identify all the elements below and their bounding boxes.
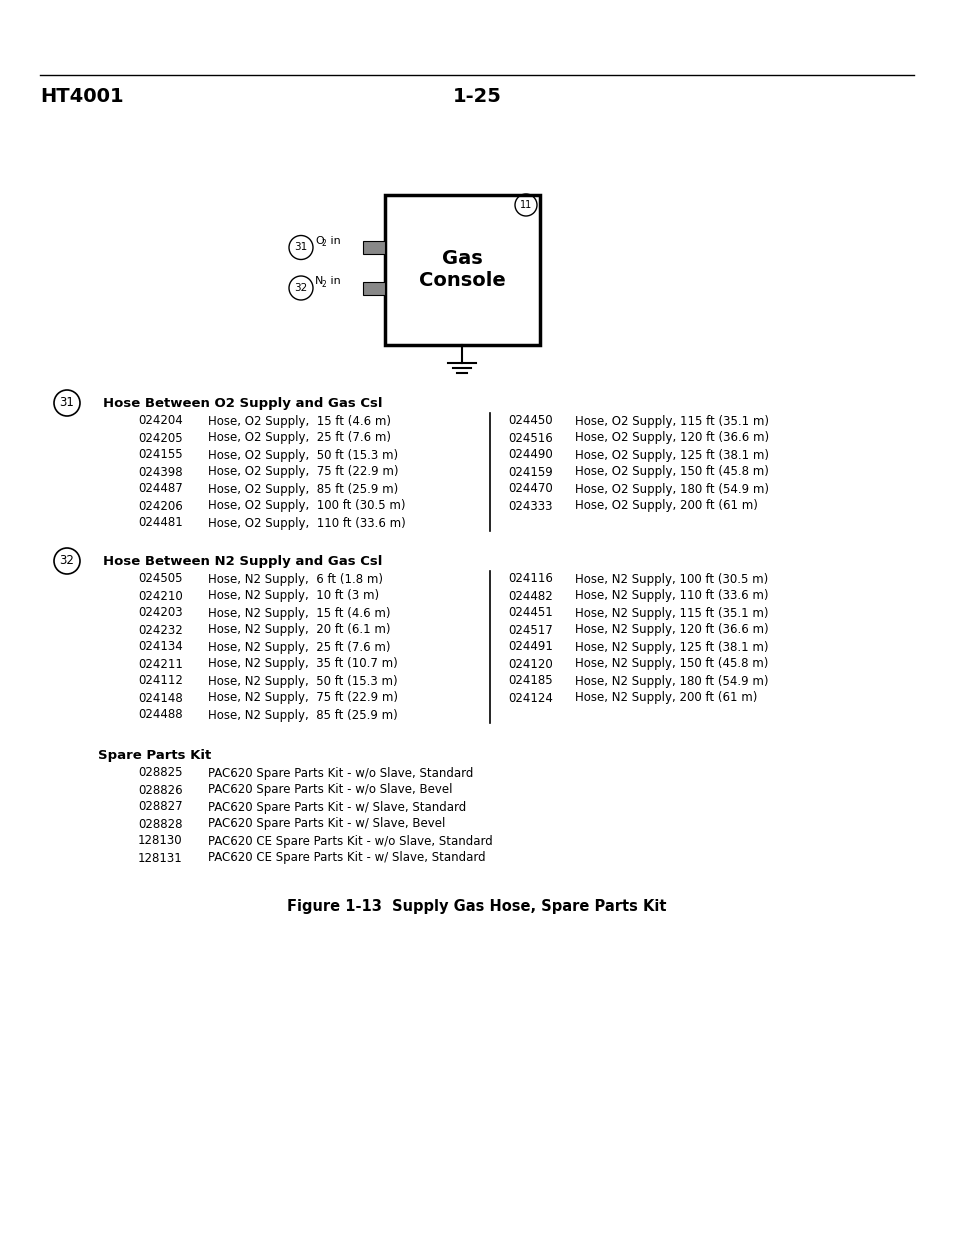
- Text: Hose, N2 Supply, 180 ft (54.9 m): Hose, N2 Supply, 180 ft (54.9 m): [575, 674, 768, 688]
- Text: 024159: 024159: [507, 466, 552, 478]
- Text: Hose, O2 Supply, 115 ft (35.1 m): Hose, O2 Supply, 115 ft (35.1 m): [575, 415, 768, 427]
- Text: Spare Parts Kit: Spare Parts Kit: [98, 748, 211, 762]
- Text: Hose, O2 Supply,  110 ft (33.6 m): Hose, O2 Supply, 110 ft (33.6 m): [208, 516, 405, 530]
- Text: Hose, O2 Supply,  100 ft (30.5 m): Hose, O2 Supply, 100 ft (30.5 m): [208, 499, 405, 513]
- Text: 024470: 024470: [507, 483, 552, 495]
- Text: Hose, O2 Supply,  85 ft (25.9 m): Hose, O2 Supply, 85 ft (25.9 m): [208, 483, 397, 495]
- Text: 024482: 024482: [507, 589, 552, 603]
- Text: Hose, N2 Supply, 150 ft (45.8 m): Hose, N2 Supply, 150 ft (45.8 m): [575, 657, 767, 671]
- Text: 024210: 024210: [138, 589, 183, 603]
- Text: 2: 2: [322, 280, 327, 289]
- Text: 024481: 024481: [138, 516, 183, 530]
- Text: 31: 31: [294, 242, 307, 252]
- Text: 024124: 024124: [507, 692, 553, 704]
- Text: in: in: [327, 275, 340, 287]
- Text: 024232: 024232: [138, 624, 183, 636]
- Text: PAC620 CE Spare Parts Kit - w/o Slave, Standard: PAC620 CE Spare Parts Kit - w/o Slave, S…: [208, 835, 493, 847]
- Text: 024516: 024516: [507, 431, 552, 445]
- Text: 2: 2: [322, 240, 327, 248]
- Text: PAC620 Spare Parts Kit - w/o Slave, Bevel: PAC620 Spare Parts Kit - w/o Slave, Beve…: [208, 783, 452, 797]
- Text: 024491: 024491: [507, 641, 553, 653]
- Text: 024206: 024206: [138, 499, 183, 513]
- Text: 024116: 024116: [507, 573, 553, 585]
- Text: Hose, N2 Supply, 125 ft (38.1 m): Hose, N2 Supply, 125 ft (38.1 m): [575, 641, 768, 653]
- Text: PAC620 Spare Parts Kit - w/o Slave, Standard: PAC620 Spare Parts Kit - w/o Slave, Stan…: [208, 767, 473, 779]
- Text: 128130: 128130: [138, 835, 182, 847]
- Text: Hose, N2 Supply,  10 ft (3 m): Hose, N2 Supply, 10 ft (3 m): [208, 589, 378, 603]
- Text: Hose, O2 Supply,  75 ft (22.9 m): Hose, O2 Supply, 75 ft (22.9 m): [208, 466, 398, 478]
- Text: 024204: 024204: [138, 415, 183, 427]
- Text: 024205: 024205: [138, 431, 182, 445]
- Text: Hose, O2 Supply, 150 ft (45.8 m): Hose, O2 Supply, 150 ft (45.8 m): [575, 466, 768, 478]
- Text: Hose, O2 Supply,  15 ft (4.6 m): Hose, O2 Supply, 15 ft (4.6 m): [208, 415, 391, 427]
- FancyBboxPatch shape: [363, 282, 385, 294]
- Text: Hose, O2 Supply, 125 ft (38.1 m): Hose, O2 Supply, 125 ft (38.1 m): [575, 448, 768, 462]
- FancyBboxPatch shape: [385, 195, 539, 345]
- Text: Hose, O2 Supply, 180 ft (54.9 m): Hose, O2 Supply, 180 ft (54.9 m): [575, 483, 768, 495]
- Text: PAC620 CE Spare Parts Kit - w/ Slave, Standard: PAC620 CE Spare Parts Kit - w/ Slave, St…: [208, 851, 485, 864]
- Text: Hose, N2 Supply,  85 ft (25.9 m): Hose, N2 Supply, 85 ft (25.9 m): [208, 709, 397, 721]
- Text: 32: 32: [294, 283, 307, 293]
- Text: 024450: 024450: [507, 415, 552, 427]
- Text: 024155: 024155: [138, 448, 182, 462]
- Text: 024134: 024134: [138, 641, 183, 653]
- Text: 024120: 024120: [507, 657, 552, 671]
- Text: Hose, N2 Supply,  25 ft (7.6 m): Hose, N2 Supply, 25 ft (7.6 m): [208, 641, 390, 653]
- Text: 024185: 024185: [507, 674, 552, 688]
- Text: 11: 11: [519, 200, 532, 210]
- Text: Hose, N2 Supply,  15 ft (4.6 m): Hose, N2 Supply, 15 ft (4.6 m): [208, 606, 390, 620]
- Text: Gas
Console: Gas Console: [418, 249, 505, 290]
- Text: 028826: 028826: [138, 783, 182, 797]
- Text: Figure 1-13  Supply Gas Hose, Spare Parts Kit: Figure 1-13 Supply Gas Hose, Spare Parts…: [287, 899, 666, 914]
- Text: Hose, N2 Supply, 200 ft (61 m): Hose, N2 Supply, 200 ft (61 m): [575, 692, 757, 704]
- Text: Hose, N2 Supply,  20 ft (6.1 m): Hose, N2 Supply, 20 ft (6.1 m): [208, 624, 390, 636]
- Text: 024112: 024112: [138, 674, 183, 688]
- Text: PAC620 Spare Parts Kit - w/ Slave, Standard: PAC620 Spare Parts Kit - w/ Slave, Stand…: [208, 800, 466, 814]
- Text: 024211: 024211: [138, 657, 183, 671]
- Text: Hose, N2 Supply, 120 ft (36.6 m): Hose, N2 Supply, 120 ft (36.6 m): [575, 624, 768, 636]
- Text: HT4001: HT4001: [40, 88, 124, 106]
- FancyBboxPatch shape: [363, 241, 385, 254]
- Text: 024487: 024487: [138, 483, 183, 495]
- Text: O: O: [314, 236, 323, 246]
- Text: N: N: [314, 275, 323, 287]
- Text: 024148: 024148: [138, 692, 183, 704]
- Text: Hose Between N2 Supply and Gas Csl: Hose Between N2 Supply and Gas Csl: [103, 555, 382, 568]
- Text: 024333: 024333: [507, 499, 552, 513]
- Text: 024451: 024451: [507, 606, 552, 620]
- Text: 028825: 028825: [138, 767, 182, 779]
- Text: 31: 31: [59, 396, 74, 410]
- Text: 024203: 024203: [138, 606, 182, 620]
- Text: Hose, N2 Supply,  35 ft (10.7 m): Hose, N2 Supply, 35 ft (10.7 m): [208, 657, 397, 671]
- Text: 024488: 024488: [138, 709, 182, 721]
- Text: Hose Between O2 Supply and Gas Csl: Hose Between O2 Supply and Gas Csl: [103, 396, 382, 410]
- Text: Hose, N2 Supply,  75 ft (22.9 m): Hose, N2 Supply, 75 ft (22.9 m): [208, 692, 397, 704]
- Text: 024517: 024517: [507, 624, 552, 636]
- Text: 1-25: 1-25: [452, 88, 501, 106]
- Text: Hose, O2 Supply,  25 ft (7.6 m): Hose, O2 Supply, 25 ft (7.6 m): [208, 431, 391, 445]
- Text: 024398: 024398: [138, 466, 182, 478]
- Text: 028828: 028828: [138, 818, 182, 830]
- Text: Hose, N2 Supply,  50 ft (15.3 m): Hose, N2 Supply, 50 ft (15.3 m): [208, 674, 397, 688]
- Text: PAC620 Spare Parts Kit - w/ Slave, Bevel: PAC620 Spare Parts Kit - w/ Slave, Bevel: [208, 818, 445, 830]
- Text: Hose, N2 Supply, 100 ft (30.5 m): Hose, N2 Supply, 100 ft (30.5 m): [575, 573, 767, 585]
- Text: 32: 32: [59, 555, 74, 568]
- Text: 024505: 024505: [138, 573, 182, 585]
- Text: Hose, N2 Supply,  6 ft (1.8 m): Hose, N2 Supply, 6 ft (1.8 m): [208, 573, 382, 585]
- Text: Hose, O2 Supply, 200 ft (61 m): Hose, O2 Supply, 200 ft (61 m): [575, 499, 757, 513]
- Text: 028827: 028827: [138, 800, 182, 814]
- Text: 024490: 024490: [507, 448, 552, 462]
- Text: 128131: 128131: [138, 851, 183, 864]
- Text: Hose, N2 Supply, 115 ft (35.1 m): Hose, N2 Supply, 115 ft (35.1 m): [575, 606, 768, 620]
- Text: Hose, N2 Supply, 110 ft (33.6 m): Hose, N2 Supply, 110 ft (33.6 m): [575, 589, 768, 603]
- Text: in: in: [327, 236, 340, 246]
- Text: Hose, O2 Supply, 120 ft (36.6 m): Hose, O2 Supply, 120 ft (36.6 m): [575, 431, 768, 445]
- Text: Hose, O2 Supply,  50 ft (15.3 m): Hose, O2 Supply, 50 ft (15.3 m): [208, 448, 397, 462]
